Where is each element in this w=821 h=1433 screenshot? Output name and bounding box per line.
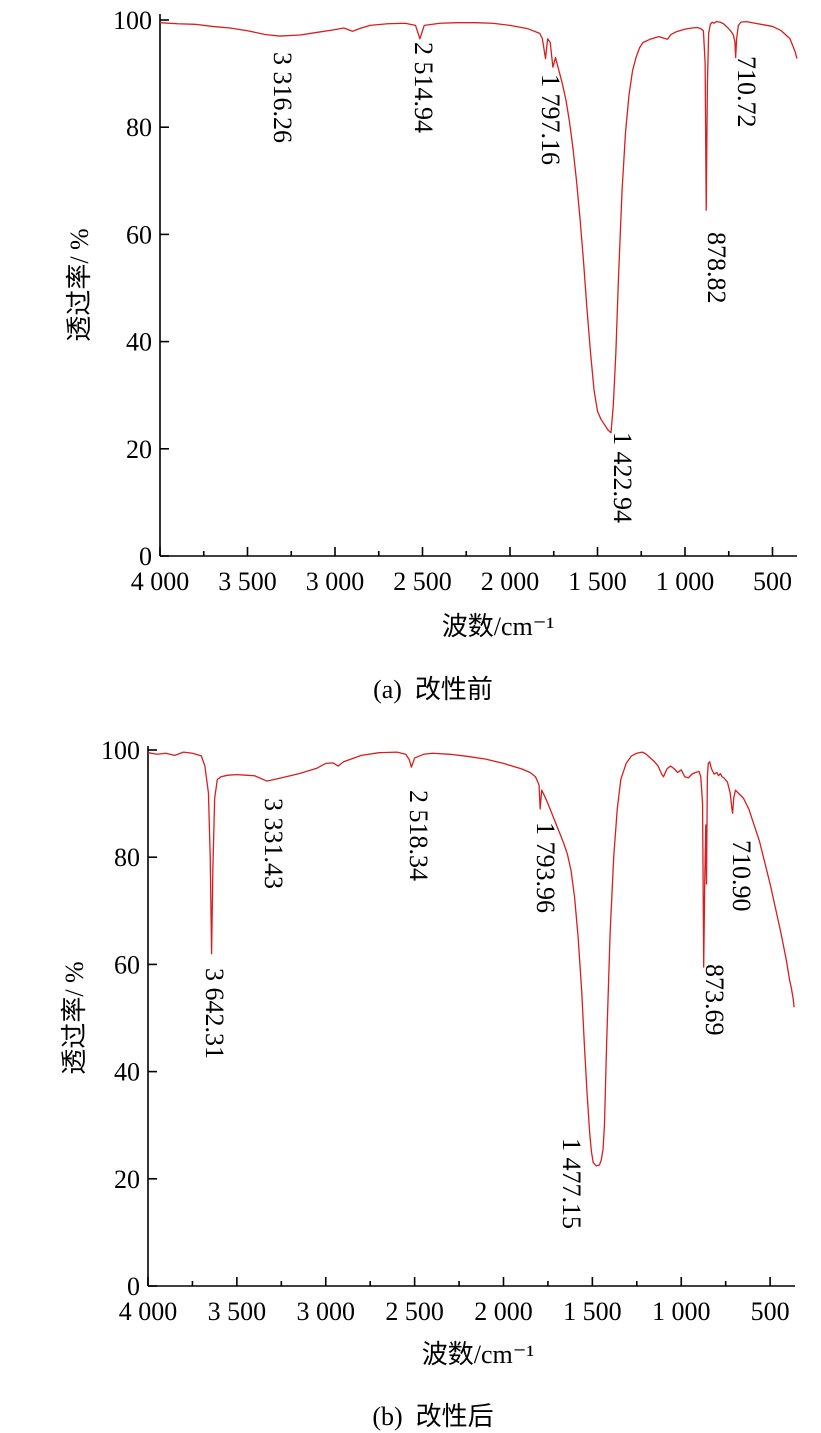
peak-label: 1 793.96 <box>531 822 560 913</box>
peak-label: 2 514.94 <box>409 42 438 133</box>
peak-label: 3 316.26 <box>268 52 297 143</box>
x-tick-label: 2 500 <box>385 1297 444 1326</box>
peak-label: 3 642.31 <box>200 968 229 1059</box>
peak-label: 878.82 <box>702 232 731 304</box>
spectrum-line <box>147 751 795 1167</box>
x-tick-label: 3 000 <box>306 567 365 596</box>
y-tick-label: 80 <box>126 113 152 142</box>
x-tick-label: 2 000 <box>474 1297 533 1326</box>
x-tick-label: 1 500 <box>568 567 627 596</box>
x-tick-label: 2 500 <box>393 567 452 596</box>
peak-label: 3 331.43 <box>259 798 288 889</box>
x-axis-title: 波数/cm⁻¹ <box>442 612 555 641</box>
y-axis: 0 20 40 60 80 100 <box>101 736 157 1301</box>
spectrum-chart-b: 0 20 40 60 80 100 4 000 3 500 3 000 2 500 2 000 1 … <box>60 736 795 1431</box>
x-tick-label: 1 000 <box>652 1297 711 1326</box>
y-tick-label: 20 <box>126 435 152 464</box>
x-tick-label: 4 000 <box>131 567 190 596</box>
chart-caption: (b) 改性后 <box>372 1402 493 1431</box>
y-tick-label: 60 <box>126 220 152 249</box>
peak-label: 710.72 <box>732 56 761 128</box>
peak-label: 710.90 <box>727 840 756 912</box>
y-tick-label: 20 <box>114 1165 140 1194</box>
y-tick-label: 60 <box>114 950 140 979</box>
x-tick-label: 500 <box>753 567 792 596</box>
y-tick-label: 40 <box>126 328 152 357</box>
x-tick-label: 500 <box>751 1297 790 1326</box>
y-axis-title: 透过率/ % <box>65 228 94 341</box>
x-tick-label: 4 000 <box>119 1297 178 1326</box>
x-axis-title: 波数/cm⁻¹ <box>422 1340 535 1369</box>
x-axis: 4 000 3 500 3 000 2 500 2 000 1 500 1 000 500 <box>131 547 797 596</box>
y-tick-label: 100 <box>113 6 152 35</box>
x-tick-label: 3 500 <box>218 567 277 596</box>
peak-label: 1 797.16 <box>536 74 565 165</box>
spectrum-line <box>159 20 798 434</box>
y-tick-label: 0 <box>127 1272 140 1301</box>
y-tick-label: 80 <box>114 843 140 872</box>
y-axis-title: 透过率/ % <box>60 961 89 1074</box>
x-tick-label: 1 500 <box>563 1297 622 1326</box>
y-tick-label: 40 <box>114 1058 140 1087</box>
x-tick-label: 2 000 <box>481 567 540 596</box>
x-tick-label: 1 000 <box>656 567 715 596</box>
x-axis: 4 000 3 500 3 000 2 500 2 000 1 500 1 000 500 <box>119 1277 795 1326</box>
y-tick-label: 100 <box>101 736 140 765</box>
peak-label: 873.69 <box>700 964 729 1036</box>
spectrum-chart-a: 0 20 40 60 80 100 4 000 3 500 3 000 2 500 2 000 1 … <box>65 6 798 704</box>
peak-label: 1 477.15 <box>557 1138 586 1229</box>
y-tick-label: 0 <box>139 542 152 571</box>
x-tick-label: 3 500 <box>208 1297 267 1326</box>
peak-label: 2 518.34 <box>404 790 433 881</box>
peak-label: 1 422.94 <box>608 432 637 523</box>
chart-caption: (a) 改性前 <box>373 675 493 704</box>
y-axis: 0 20 40 60 80 100 <box>113 6 169 571</box>
x-tick-label: 3 000 <box>296 1297 355 1326</box>
